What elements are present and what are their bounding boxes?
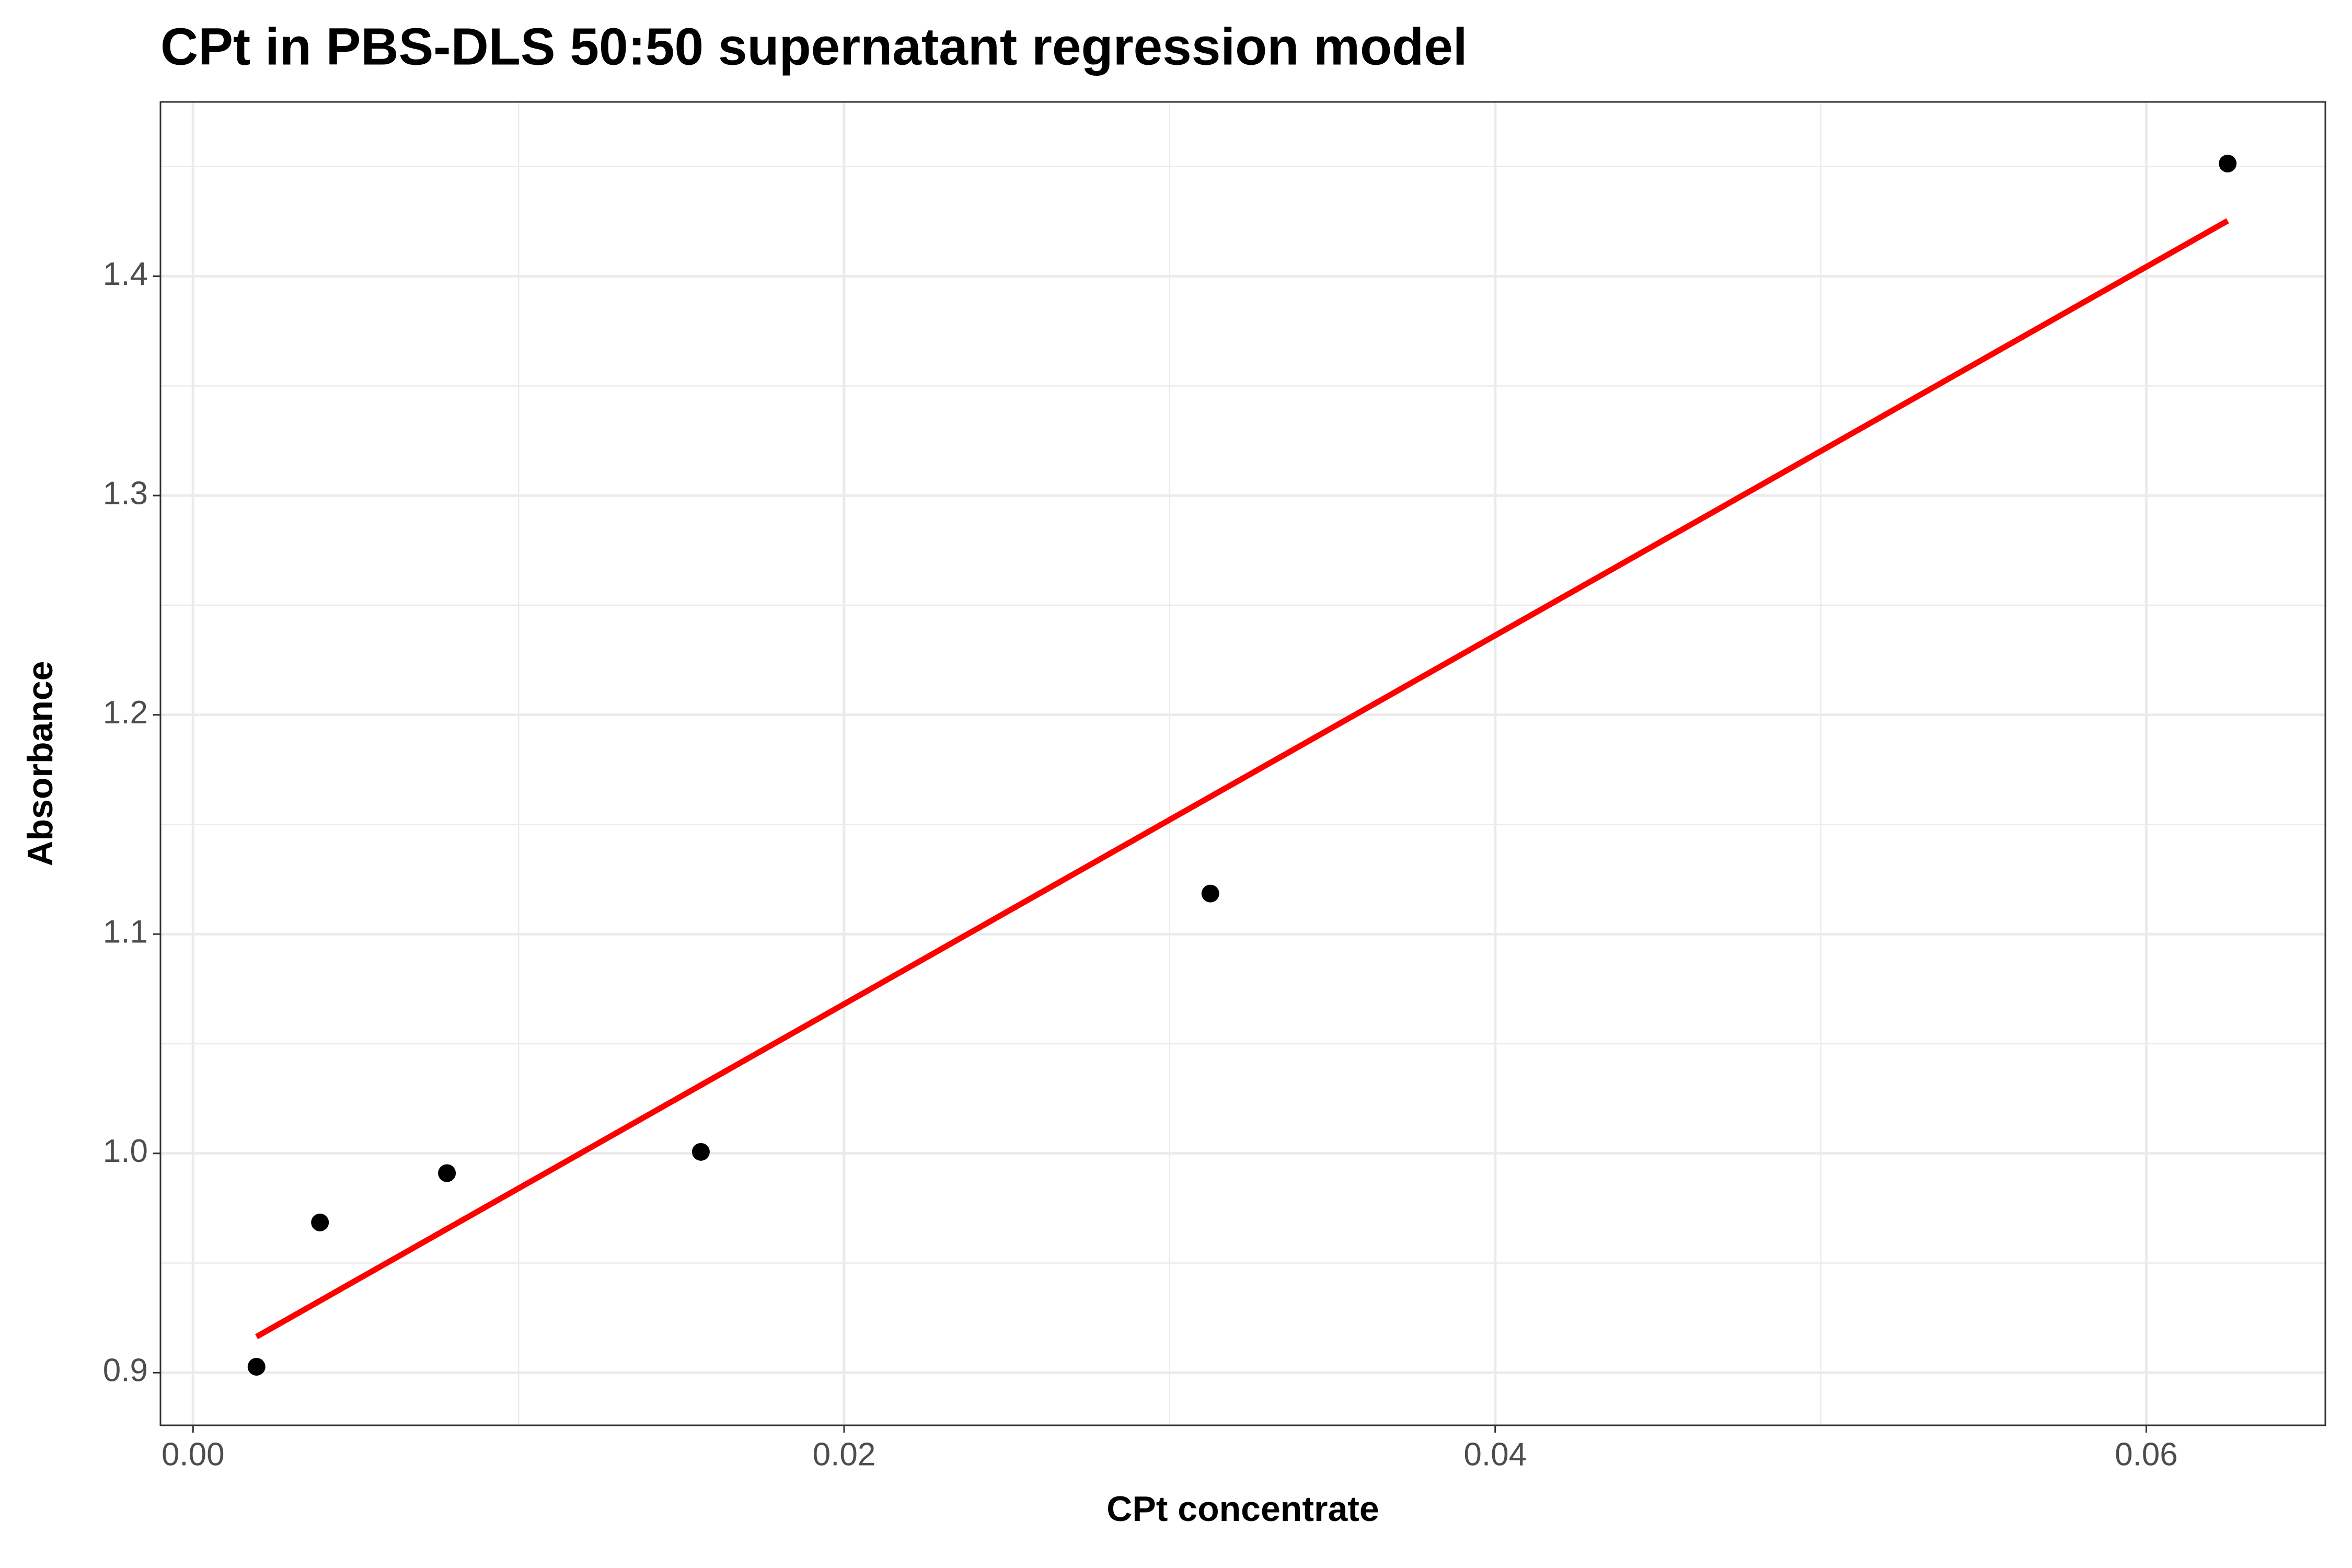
y-axis-title: Absorbance xyxy=(20,661,60,867)
y-tick-label: 1.2 xyxy=(103,695,148,731)
x-tick-label: 0.04 xyxy=(1463,1436,1527,1472)
data-point xyxy=(1201,884,1219,903)
data-point xyxy=(2219,154,2237,172)
data-point xyxy=(438,1164,456,1182)
data-point xyxy=(691,1143,710,1161)
y-tick-label: 1.1 xyxy=(103,914,148,950)
y-tick-label: 1.3 xyxy=(103,475,148,511)
regression-line xyxy=(255,218,2229,1340)
data-point xyxy=(311,1213,329,1231)
y-tick-label: 1.4 xyxy=(103,256,148,292)
y-tick-label: 0.9 xyxy=(103,1353,148,1389)
x-tick-label: 0.02 xyxy=(813,1436,876,1472)
data-point xyxy=(247,1357,266,1376)
x-axis-title: CPt concentrate xyxy=(1106,1489,1379,1529)
y-tick-label: 1.0 xyxy=(103,1133,148,1169)
chart-title: CPt in PBS-DLS 50:50 supernatant regress… xyxy=(160,17,1468,76)
x-tick-label: 0.00 xyxy=(162,1436,225,1472)
panel-border xyxy=(159,101,2326,1426)
x-tick-label: 0.06 xyxy=(2115,1436,2178,1472)
